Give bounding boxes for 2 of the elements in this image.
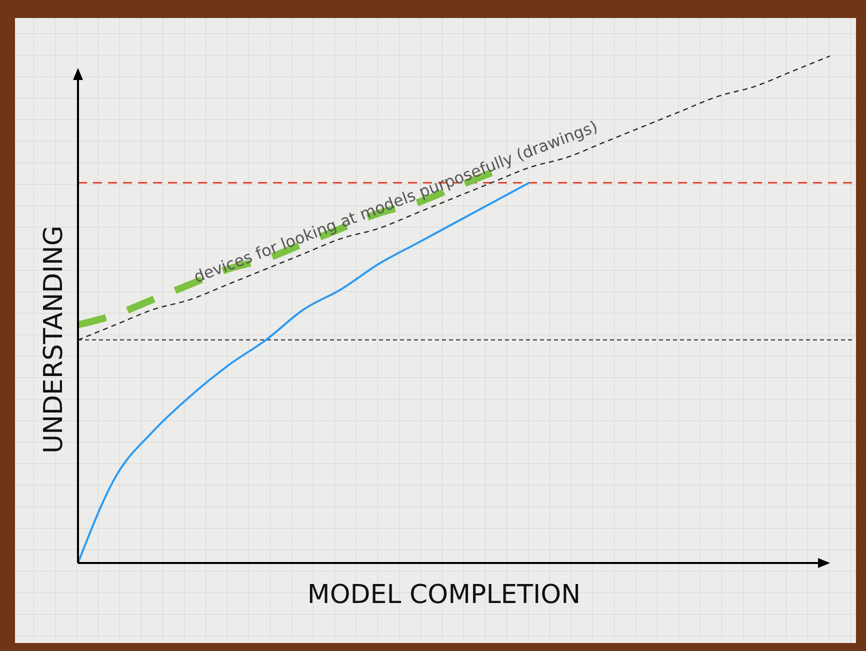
x-axis-title: MODEL COMPLETION: [307, 580, 581, 610]
y-axis-title: UNDERSTANDING: [39, 226, 69, 454]
